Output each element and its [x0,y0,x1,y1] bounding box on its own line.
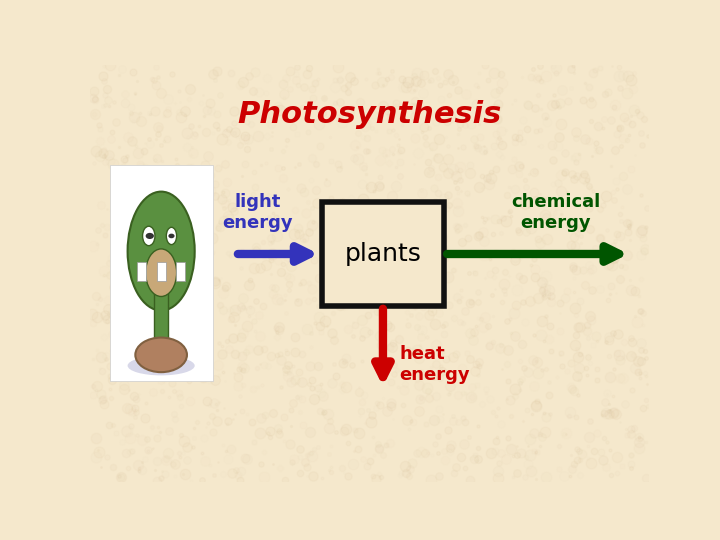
Bar [322,202,444,306]
Text: light
energy: light energy [222,193,293,232]
Text: plants: plants [344,242,421,266]
Text: heat
energy: heat energy [400,345,470,383]
Ellipse shape [166,227,176,245]
Bar [137,262,146,281]
Ellipse shape [127,356,194,375]
Ellipse shape [127,192,194,310]
Bar [109,165,213,381]
Bar [154,273,168,342]
Bar [157,262,166,281]
Text: Photosynthesis: Photosynthesis [237,100,501,129]
Text: chemical
energy: chemical energy [511,193,600,232]
Ellipse shape [135,338,187,372]
Circle shape [145,233,154,239]
Circle shape [168,234,174,238]
Bar [176,262,185,281]
Ellipse shape [145,249,176,296]
Ellipse shape [143,226,155,246]
